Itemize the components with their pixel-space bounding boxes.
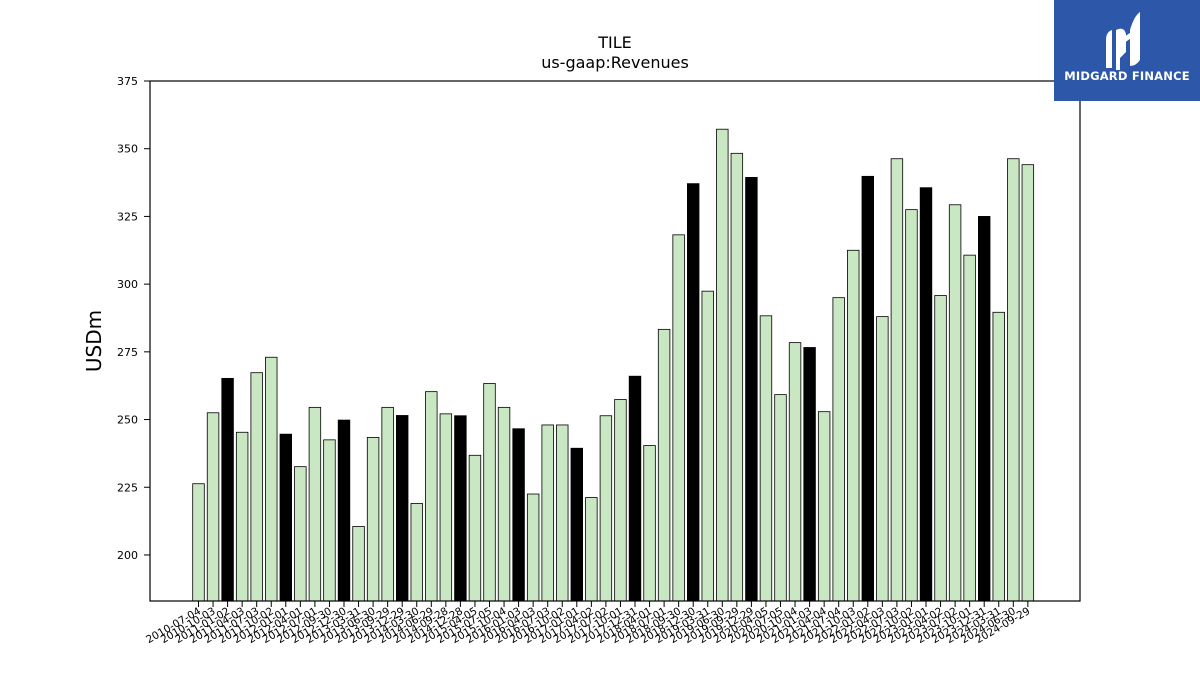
x-axis: 2010-07-042010-10-032011-01-022011-04-03… <box>144 601 1032 646</box>
bar-2018-04-01 <box>643 445 656 602</box>
bar-2023-01-01 <box>919 187 933 602</box>
bar-2020-07-05 <box>774 394 787 602</box>
plot-frame <box>149 80 1081 602</box>
bar-2012-09-30 <box>323 439 336 602</box>
bars-group <box>192 128 1035 602</box>
bar-2024-09-29 <box>1021 164 1035 602</box>
bar-2019-03-31 <box>701 290 714 602</box>
bar-2013-12-29 <box>395 415 409 602</box>
bar-2017-10-01 <box>614 399 627 602</box>
bar-2017-01-01 <box>570 447 584 602</box>
y-tick-label: 350 <box>117 143 138 156</box>
chart-subtitle: us-gaap:Revenues <box>541 53 689 72</box>
bar-2019-09-29 <box>730 152 744 602</box>
bar-2015-04-05 <box>468 454 482 602</box>
bar-2016-01-03 <box>512 428 525 602</box>
bar-2019-12-29 <box>745 177 758 602</box>
bar-2021-07-04 <box>832 297 845 602</box>
midgard-finance-logo: MIDGARD FINANCE <box>1054 0 1200 101</box>
bar-2018-09-30 <box>672 234 685 602</box>
y-tick-label: 250 <box>117 414 138 427</box>
bar-2015-07-05 <box>483 383 496 602</box>
bar-2012-01-01 <box>279 433 293 602</box>
bar-2016-04-03 <box>526 493 540 602</box>
bar-2018-12-30 <box>687 183 700 602</box>
bar-2020-10-04 <box>788 342 802 602</box>
bar-2023-07-02 <box>948 204 962 602</box>
bar-2013-06-30 <box>366 437 380 602</box>
bar-2014-12-28 <box>454 415 467 602</box>
y-tick-label: 375 <box>117 75 138 88</box>
bar-2014-09-28 <box>439 413 453 602</box>
y-tick-label: 275 <box>117 346 138 359</box>
bar-2011-07-03 <box>250 372 263 602</box>
bar-2011-10-02 <box>265 356 278 602</box>
bar-2017-12-31 <box>628 375 642 602</box>
bar-2014-06-29 <box>425 391 438 602</box>
bar-2021-04-04 <box>817 411 831 602</box>
bar-2024-06-30 <box>1007 158 1020 602</box>
bar-2013-03-31 <box>352 526 365 602</box>
bar-2020-04-05 <box>759 315 773 602</box>
bar-2019-06-30 <box>716 128 729 602</box>
chart-title: TILE <box>597 33 632 52</box>
bar-2023-12-31 <box>978 216 991 602</box>
bar-2021-01-03 <box>803 347 816 602</box>
bar-2012-04-01 <box>294 466 307 602</box>
bar-2024-03-31 <box>992 311 1005 602</box>
y-tick-label: 200 <box>117 549 138 562</box>
y-axis-label: USDm <box>82 310 106 372</box>
bar-2022-10-02 <box>905 209 918 602</box>
bar-2017-07-02 <box>599 415 613 602</box>
y-tick-label: 300 <box>117 278 138 291</box>
bar-2022-07-03 <box>890 158 904 602</box>
bar-2018-07-01 <box>657 328 671 602</box>
bar-2016-10-02 <box>556 424 569 602</box>
bar-2015-10-04 <box>497 406 511 602</box>
bar-2013-09-29 <box>381 406 394 602</box>
bar-2012-07-01 <box>308 406 322 602</box>
bar-2016-07-03 <box>541 424 554 602</box>
bar-2022-01-02 <box>861 175 875 602</box>
bar-2017-04-02 <box>585 497 598 602</box>
bar-2010-07-04 <box>192 483 205 602</box>
bar-2011-01-02 <box>221 377 234 602</box>
y-axis: 200 225 250 275 300 325 350 375 <box>117 75 150 562</box>
bar-2011-04-03 <box>235 431 249 602</box>
y-tick-label: 225 <box>117 481 138 494</box>
bar-2010-10-03 <box>206 412 220 602</box>
bar-2023-04-02 <box>934 295 947 602</box>
bar-2023-10-01 <box>963 254 976 602</box>
bar-2021-10-03 <box>847 249 860 602</box>
bar-2012-12-30 <box>337 419 351 602</box>
bar-2014-03-30 <box>410 503 423 602</box>
logo-text: MIDGARD FINANCE <box>1064 69 1190 83</box>
bar-2022-04-03 <box>876 316 889 602</box>
midgard-logo-icon <box>1106 12 1140 71</box>
y-tick-label: 325 <box>117 210 138 223</box>
